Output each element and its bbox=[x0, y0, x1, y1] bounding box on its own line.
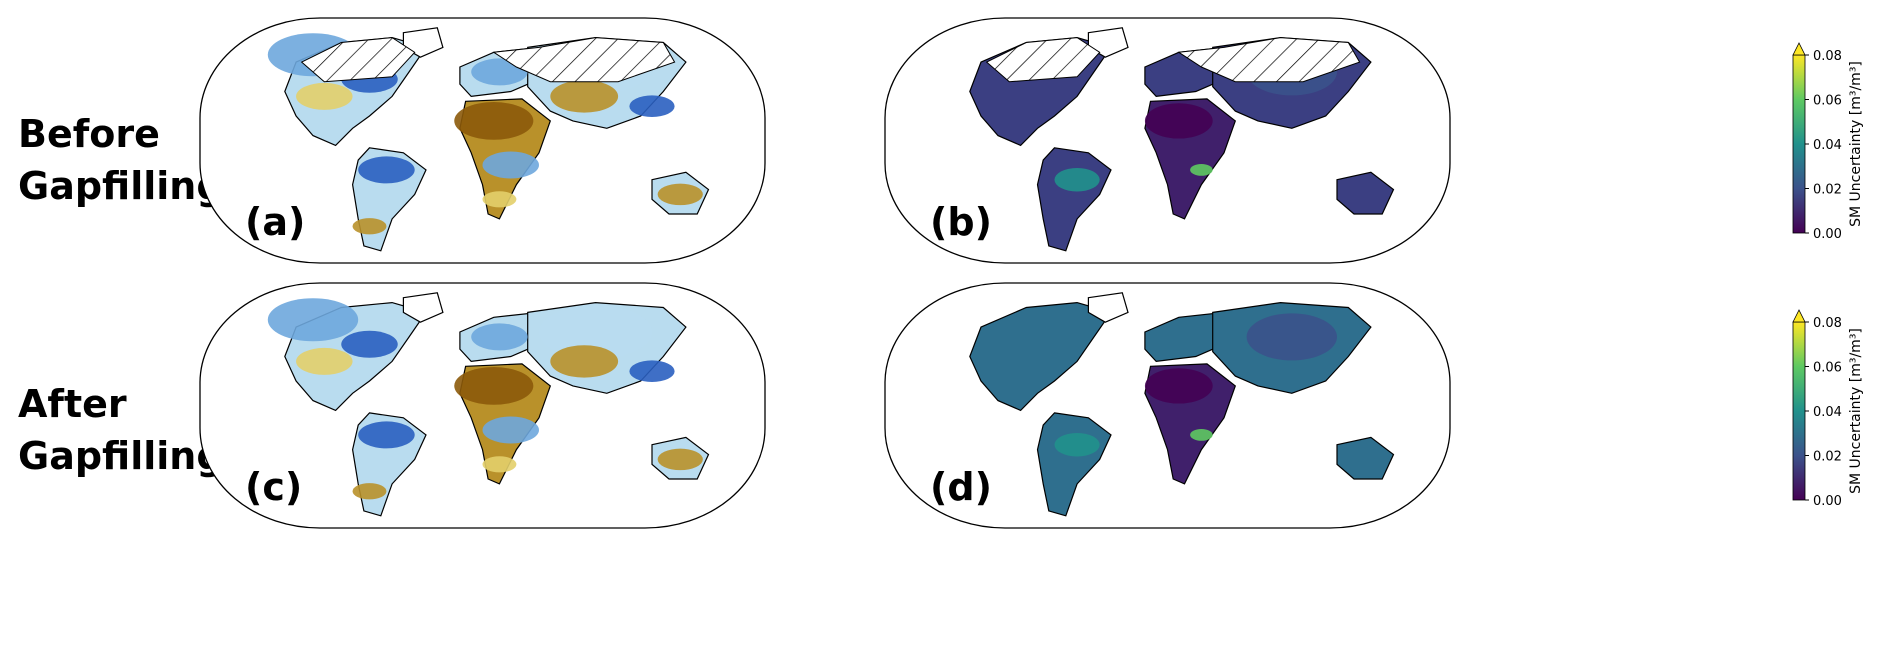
colorbar-label-b: SM Uncertainty [m³/m³] bbox=[1848, 61, 1864, 227]
continent-au bbox=[1336, 171, 1395, 215]
colorbar-tick-label: 0.04 bbox=[1813, 138, 1842, 153]
unc-patch bbox=[1144, 368, 1213, 404]
sm-patch bbox=[629, 360, 675, 382]
sm-patch bbox=[358, 156, 415, 184]
sm-patch bbox=[341, 330, 398, 358]
colorbar-tick-label: 0.00 bbox=[1813, 227, 1842, 242]
panel-letter-d: (d) bbox=[930, 465, 992, 509]
colorbar-d bbox=[1792, 321, 1806, 501]
panel-a: (a)0.00.10.20.30.4SM [m³/m³] bbox=[199, 17, 1019, 264]
panel-d: (d) 0.00 0.02 0.04 0.06 0.08 SM Uncertainty [m… bbox=[884, 282, 1864, 529]
unc-patch bbox=[1144, 103, 1213, 139]
row-label-after-line2: Gapfilling bbox=[18, 434, 224, 478]
hatched-gap-eurasia bbox=[1177, 37, 1361, 83]
sm-patch bbox=[482, 191, 517, 208]
row-label-after-line1: After bbox=[18, 382, 127, 426]
sm-patch bbox=[539, 305, 652, 359]
panel-letter-c: (c) bbox=[245, 465, 302, 509]
unc-patch bbox=[1246, 313, 1338, 361]
continent-gl bbox=[402, 292, 444, 323]
sm-patch bbox=[629, 95, 675, 117]
sm-patch bbox=[657, 183, 703, 206]
sm-patch bbox=[482, 416, 539, 444]
colorbar-tick-label: 0.00 bbox=[1813, 494, 1842, 509]
panel-letter-b: (b) bbox=[930, 200, 992, 244]
colorbar-tick-label: 0.06 bbox=[1813, 94, 1842, 109]
colorbar-extend-d bbox=[1792, 309, 1806, 323]
continent-na bbox=[969, 301, 1112, 412]
colorbar-tick-label: 0.04 bbox=[1813, 405, 1842, 420]
hatched-gap-na bbox=[300, 37, 416, 83]
row-label-before-line1: Before bbox=[18, 112, 160, 156]
colorbar-tick-label: 0.02 bbox=[1813, 183, 1842, 198]
row-label-before-line2: Gapfilling bbox=[18, 164, 224, 208]
sm-patch bbox=[454, 367, 534, 405]
hatched-gap-eurasia bbox=[492, 37, 676, 83]
colorbar-b bbox=[1792, 54, 1806, 234]
sm-patch bbox=[296, 82, 353, 110]
colorbar-tick-label: 0.06 bbox=[1813, 361, 1842, 376]
unc-patch bbox=[1054, 432, 1100, 457]
sm-patch bbox=[482, 151, 539, 179]
row-label-before: Before Gapfilling bbox=[18, 108, 224, 212]
colorbar-tick-label: 0.08 bbox=[1813, 316, 1842, 331]
row-label-after: After Gapfilling bbox=[18, 378, 224, 482]
colorbar-extend-b bbox=[1792, 42, 1806, 56]
sm-patch bbox=[657, 448, 703, 471]
sm-patch bbox=[358, 421, 415, 449]
unc-patch bbox=[1190, 429, 1213, 441]
colorbar-label-d: SM Uncertainty [m³/m³] bbox=[1848, 328, 1864, 494]
colorbar-tick-label: 0.08 bbox=[1813, 49, 1842, 64]
sm-patch bbox=[352, 218, 387, 235]
continent-gl bbox=[1087, 292, 1129, 323]
sm-patch bbox=[454, 102, 534, 140]
sm-patch bbox=[482, 456, 517, 473]
unc-patch bbox=[1190, 164, 1213, 176]
unc-patch bbox=[1054, 167, 1100, 192]
continent-eu bbox=[1144, 311, 1225, 363]
sm-patch bbox=[471, 323, 528, 351]
sm-patch bbox=[550, 80, 619, 113]
sm-patch bbox=[352, 483, 387, 500]
sm-patch bbox=[296, 347, 353, 375]
hatched-gap-na bbox=[985, 37, 1101, 83]
continent-au bbox=[1336, 436, 1395, 480]
panel-letter-a: (a) bbox=[245, 200, 305, 244]
colorbar-tick-label: 0.02 bbox=[1813, 450, 1842, 465]
sm-patch bbox=[267, 298, 359, 342]
sm-patch bbox=[550, 345, 619, 378]
panel-b: (b) 0.00 0.02 0.04 0.06 0.08 SM Uncertainty [m… bbox=[884, 17, 1864, 264]
